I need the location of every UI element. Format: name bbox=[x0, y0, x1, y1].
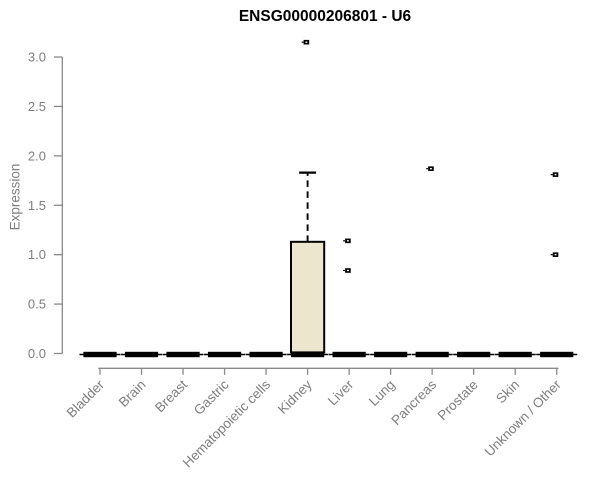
median-bar bbox=[415, 351, 449, 358]
median-bar bbox=[207, 351, 242, 358]
median-bar bbox=[291, 351, 325, 358]
x-axis-label: Skin bbox=[493, 377, 522, 406]
median-bar bbox=[374, 351, 408, 358]
y-tick-label: 1.5 bbox=[28, 198, 46, 213]
x-axis-label: Unknown / Other bbox=[482, 377, 565, 460]
outlier-point-center bbox=[347, 269, 349, 272]
y-tick-label: 3.0 bbox=[28, 50, 46, 65]
median-bar bbox=[498, 351, 532, 358]
x-axis-label: Bladder bbox=[64, 377, 108, 421]
x-axis-label: Kidney bbox=[275, 377, 315, 417]
median-bar bbox=[166, 351, 200, 358]
y-tick-label: 0.0 bbox=[28, 346, 46, 361]
x-axis-label: Breast bbox=[152, 377, 190, 415]
y-tick-label: 0.5 bbox=[28, 297, 46, 312]
outlier-point-center bbox=[305, 41, 308, 43]
outlier-point-center bbox=[347, 240, 349, 242]
x-axis-label: Gastric bbox=[191, 377, 232, 418]
outlier-point-center bbox=[554, 173, 557, 176]
outlier-point-center bbox=[430, 167, 432, 170]
x-axis-label: Pancreas bbox=[388, 377, 439, 428]
chart-title: ENSG00000206801 - U6 bbox=[238, 8, 412, 25]
median-bar bbox=[332, 351, 366, 358]
x-axis-label: Liver bbox=[325, 377, 357, 409]
median-bar bbox=[457, 351, 491, 358]
box bbox=[290, 240, 326, 354]
x-axis-label: Prostate bbox=[435, 377, 481, 423]
x-axis-label: Brain bbox=[116, 377, 149, 410]
outlier-point-center bbox=[554, 253, 557, 256]
median-bar bbox=[83, 351, 117, 358]
median-bar bbox=[540, 351, 574, 358]
y-tick-label: 2.0 bbox=[28, 148, 46, 163]
x-axis-label: Lung bbox=[366, 377, 398, 409]
median-bar bbox=[249, 351, 283, 358]
median-bar bbox=[124, 351, 159, 358]
y-tick-label: 1.0 bbox=[28, 247, 46, 262]
y-tick-label: 2.5 bbox=[28, 99, 46, 114]
